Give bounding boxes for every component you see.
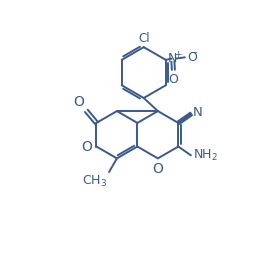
Text: O: O [81,140,92,153]
Text: O: O [168,73,178,86]
Text: N: N [193,106,203,119]
Text: +: + [174,50,181,59]
Text: O: O [74,95,85,109]
Text: NH$_2$: NH$_2$ [193,148,218,163]
Text: −: − [190,48,198,58]
Text: O: O [152,162,163,177]
Text: N: N [168,52,178,65]
Text: O: O [188,51,198,64]
Text: Cl: Cl [138,32,150,45]
Text: CH$_3$: CH$_3$ [82,174,107,189]
